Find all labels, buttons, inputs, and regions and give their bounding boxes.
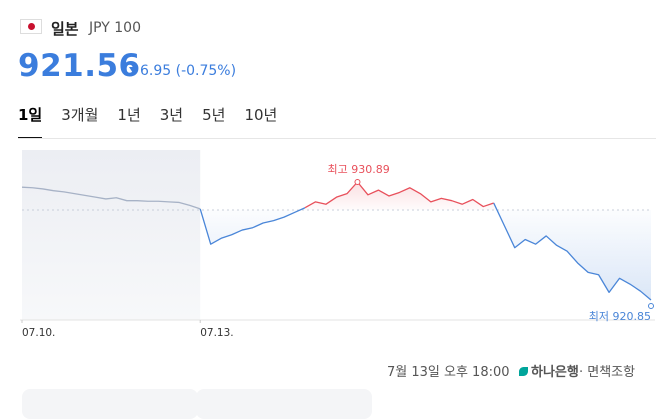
price-line: [304, 181, 494, 209]
min-label-text: 최저: [589, 310, 609, 323]
timestamp: 7월 13일 오후 18:00: [387, 365, 510, 380]
chart: 최고 930.89 최저 920.85 07.10. 07.13.: [20, 150, 655, 339]
change-value: 6.95: [140, 63, 172, 79]
divider: [18, 138, 656, 139]
min-marker: [648, 303, 654, 309]
flag-icon: [20, 19, 42, 34]
max-label-value: 930.89: [351, 163, 390, 176]
down-arrow: [129, 67, 137, 73]
card[interactable]: [22, 389, 198, 419]
period-tab[interactable]: 3개월: [61, 106, 99, 124]
price-line: [493, 202, 652, 301]
period-tab[interactable]: 1년: [117, 106, 141, 124]
price-line: [199, 207, 306, 245]
page: {"header": {"country": "일본", "code": "JP…: [0, 0, 671, 404]
min-label-value: 920.85: [613, 310, 652, 323]
price: 921.56: [18, 48, 141, 84]
x-tick-label: 07.10.: [22, 327, 55, 339]
country-name: 일본: [51, 20, 79, 38]
max-label: 최고 930.89: [327, 163, 389, 176]
price-line: [21, 186, 201, 210]
bank-logo: 하나은행: [519, 361, 579, 380]
area: [200, 182, 651, 300]
change-percent: (-0.75%): [175, 63, 237, 79]
disclaimer-link[interactable]: · 면책조항: [579, 365, 636, 380]
max-label-text: 최고: [327, 163, 347, 176]
period-tab[interactable]: 5년: [202, 106, 226, 124]
min-label: 최저 920.85: [589, 310, 651, 323]
period-tab[interactable]: 10년: [244, 106, 278, 124]
period-tab[interactable]: 3년: [159, 106, 184, 124]
currency-code: JPY 100: [89, 20, 141, 36]
card[interactable]: [196, 389, 372, 419]
max-marker: [354, 179, 361, 185]
past-shade: [22, 150, 201, 320]
period-tab[interactable]: 1일: [18, 104, 43, 139]
period-tabs: 1일 3개월 1년 3년 5년 10년: [18, 104, 296, 139]
change: 6.95 (-0.75%): [140, 63, 236, 79]
x-tick-label: 07.13.: [200, 327, 233, 339]
